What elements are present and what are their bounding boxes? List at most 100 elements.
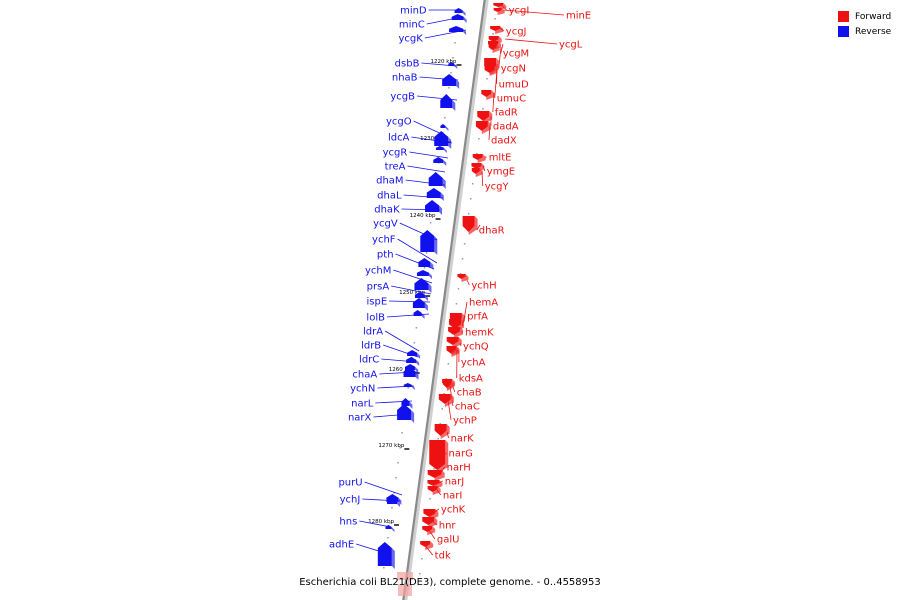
forward-gene-shade bbox=[452, 337, 462, 348]
forward-leader-line bbox=[459, 342, 462, 347]
forward-gene-label: hemK bbox=[465, 328, 494, 339]
reverse-gene-glyph bbox=[435, 146, 444, 150]
reverse-gene-glyph bbox=[440, 94, 453, 108]
reverse-leader-line bbox=[419, 76, 459, 81]
reverse-gene-label: ldrB bbox=[361, 341, 381, 352]
forward-leader-line bbox=[430, 519, 438, 526]
track-dot bbox=[413, 342, 416, 344]
reverse-leader-line bbox=[424, 29, 467, 39]
forward-leader-line bbox=[476, 224, 481, 231]
reverse-gene-glyph bbox=[420, 230, 435, 252]
reverse-gene-glyph bbox=[416, 270, 429, 276]
forward-leader-line bbox=[461, 315, 466, 327]
legend-reverse-label: Reverse bbox=[855, 26, 892, 37]
tick-label: 1240 kbp bbox=[410, 213, 436, 219]
reverse-gene-label: ycgB bbox=[390, 92, 415, 103]
reverse-gene-label: hns bbox=[339, 517, 357, 528]
reverse-gene-label: nhaB bbox=[392, 73, 418, 84]
reverse-leader-line bbox=[397, 238, 438, 264]
reverse-leader-line bbox=[356, 543, 386, 554]
forward-gene-glyph-faded bbox=[397, 572, 413, 580]
reverse-gene-shade bbox=[391, 548, 395, 569]
reverse-leader-line bbox=[379, 371, 418, 375]
reverse-leader-line bbox=[389, 300, 431, 303]
forward-gene-label: chaC bbox=[455, 402, 480, 413]
reverse-gene-shade bbox=[424, 302, 428, 311]
map-caption: Escherichia coli BL21(DE3), complete gen… bbox=[299, 577, 601, 588]
forward-gene-shade bbox=[495, 26, 504, 34]
reverse-gene-label: chaA bbox=[352, 370, 377, 381]
track-dot bbox=[443, 393, 445, 395]
forward-gene-label: dadX bbox=[491, 136, 517, 147]
forward-gene-glyph bbox=[493, 3, 504, 7]
forward-gene-label: prfA bbox=[467, 312, 488, 323]
track-dot bbox=[387, 537, 389, 539]
forward-leader-line bbox=[423, 543, 434, 556]
reverse-gene-shade bbox=[415, 366, 419, 373]
tick-label: 1280 kbp bbox=[368, 519, 394, 525]
reverse-gene-shade bbox=[452, 100, 456, 111]
track-dot bbox=[448, 87, 450, 89]
forward-gene-glyph bbox=[471, 163, 482, 169]
reverse-gene-glyph bbox=[433, 157, 444, 163]
legend-forward-label: Forward bbox=[855, 11, 892, 22]
reverse-gene-label: adhE bbox=[329, 540, 354, 551]
reverse-gene-shade bbox=[415, 371, 419, 380]
forward-gene-label: fadR bbox=[495, 108, 518, 119]
reverse-gene-shade bbox=[428, 283, 432, 293]
track-dot bbox=[437, 438, 439, 440]
tick-label: 1260 kbp bbox=[389, 367, 415, 373]
reverse-gene-shade bbox=[409, 401, 413, 409]
reverse-leader-line bbox=[426, 16, 463, 25]
forward-leader-line bbox=[500, 43, 504, 54]
forward-gene-glyph bbox=[427, 480, 440, 486]
track-dot bbox=[457, 288, 460, 290]
tick-label: 1230 kbp bbox=[420, 136, 446, 142]
forward-gene-shade bbox=[446, 380, 454, 391]
reverse-gene-shade bbox=[417, 352, 421, 359]
reverse-leader-line bbox=[359, 520, 392, 528]
track-dot bbox=[439, 423, 441, 425]
reverse-gene-shade bbox=[454, 63, 458, 69]
forward-gene-glyph bbox=[457, 274, 466, 279]
reverse-leader-line bbox=[381, 358, 418, 363]
track-dot bbox=[429, 222, 432, 224]
reverse-gene-glyph bbox=[377, 542, 392, 566]
track-dot bbox=[415, 327, 418, 329]
track-dot bbox=[383, 567, 385, 569]
reverse-gene-label: dhaK bbox=[374, 205, 400, 216]
forward-gene-glyph bbox=[427, 486, 438, 492]
reverse-gene-glyph bbox=[449, 26, 464, 32]
forward-gene-label: narH bbox=[447, 463, 471, 474]
forward-leader-line bbox=[446, 431, 449, 439]
reverse-gene-label: ispE bbox=[366, 297, 387, 308]
forward-gene-label: ychK bbox=[441, 505, 466, 516]
forward-leader-line bbox=[428, 529, 436, 540]
reverse-gene-shade bbox=[443, 147, 447, 153]
reverse-leader-line bbox=[386, 313, 430, 318]
forward-gene-glyph bbox=[475, 121, 488, 131]
reverse-leader-line bbox=[405, 179, 446, 186]
forward-gene-shade bbox=[434, 470, 445, 481]
forward-gene-glyph bbox=[427, 470, 442, 478]
forward-gene-shade bbox=[483, 111, 493, 124]
reverse-gene-label: minD bbox=[400, 6, 427, 17]
forward-gene-glyph bbox=[449, 319, 462, 329]
forward-leader-line bbox=[492, 92, 495, 113]
reverse-leader-line bbox=[409, 151, 449, 159]
forward-gene-glyph bbox=[488, 44, 497, 50]
reverse-leader-line bbox=[393, 269, 433, 284]
reverse-gene-glyph bbox=[387, 498, 398, 504]
forward-gene-glyph bbox=[472, 154, 483, 160]
forward-gene-glyph bbox=[488, 36, 499, 42]
reverse-leader-line bbox=[373, 413, 411, 418]
track-dot bbox=[399, 447, 401, 449]
reverse-gene-glyph bbox=[418, 258, 431, 267]
reverse-gene-shade bbox=[411, 384, 415, 390]
forward-gene-shade bbox=[492, 44, 500, 53]
track-dot bbox=[393, 492, 395, 494]
reverse-gene-shade bbox=[424, 294, 428, 301]
forward-leader-line bbox=[442, 452, 447, 457]
reverse-gene-label: ychJ bbox=[340, 495, 361, 506]
reverse-gene-glyph bbox=[412, 298, 425, 308]
